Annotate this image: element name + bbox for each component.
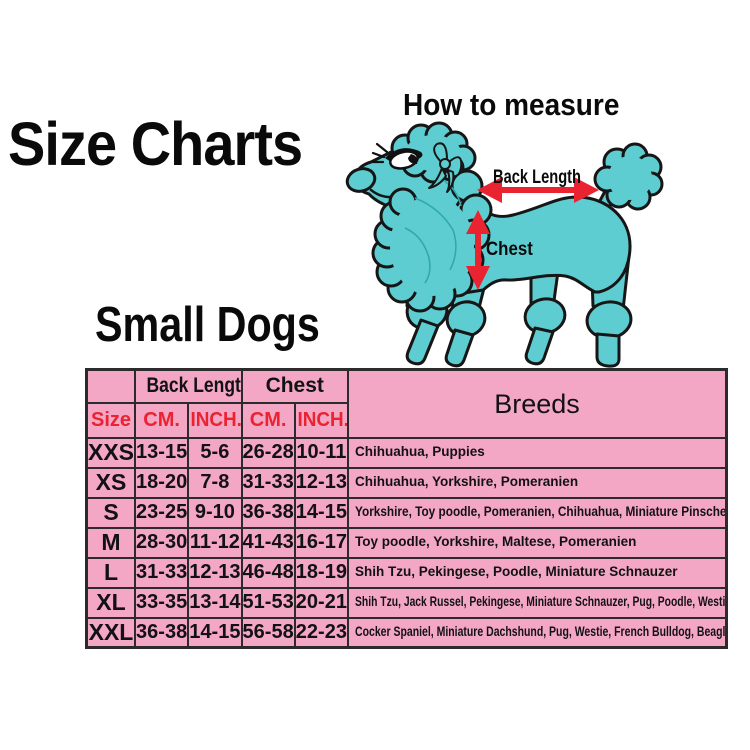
back-length-label: Back Length	[493, 168, 581, 188]
cell-size: S	[85, 496, 136, 529]
page-title-text: Size Charts	[8, 110, 303, 178]
cell-size: XXS	[85, 436, 136, 469]
header-back-length: Back Length	[134, 368, 243, 404]
cell-chest-cm: 56-58	[240, 616, 296, 649]
cell-breeds: Chihuahua, Yorkshire, Pomeranien	[347, 466, 728, 499]
cell-chest-cm: 26-28	[240, 436, 296, 469]
header-chest: Chest	[240, 368, 349, 404]
cell-back-inch: 12-13	[187, 556, 243, 589]
table-header-units: Size CM. INCH. CM. INCH.	[85, 401, 727, 439]
how-to-measure-title: How to measure	[403, 87, 620, 122]
cell-breeds: Cocker Spaniel, Miniature Dachshund, Pug…	[347, 616, 728, 649]
cell-chest-cm: 51-53	[240, 586, 296, 619]
table-row-xxs: XXS 13-15 5-6 26-28 10-11 Chihuahua, Pup…	[85, 436, 728, 469]
how-to-measure-text: How to measure	[403, 87, 620, 122]
poodle-mane	[371, 169, 493, 313]
small-dogs-title: Small Dogs	[95, 298, 320, 352]
cell-back-cm: 28-30	[133, 526, 190, 559]
cell-size: XXL	[85, 616, 136, 649]
cell-breeds: Shih Tzu, Jack Russel, Pekingese, Miniat…	[347, 586, 728, 619]
header-back-inch: INCH.	[187, 401, 243, 439]
cell-back-cm: 18-20	[133, 466, 190, 499]
measure-diagram	[345, 118, 735, 368]
header-chest-cm: CM.	[240, 401, 296, 439]
table-row-xl: XL 33-35 13-14 51-53 20-21 Shih Tzu, Jac…	[85, 586, 728, 619]
cell-back-inch: 7-8	[187, 466, 243, 499]
cell-back-cm: 33-35	[133, 586, 190, 619]
cell-chest-inch: 14-15	[293, 496, 350, 529]
cell-breeds: Shih Tzu, Pekingese, Poodle, Miniature S…	[347, 556, 728, 589]
cell-chest-inch: 18-19	[293, 556, 350, 589]
table-row-m: M 28-30 11-12 41-43 16-17 Toy poodle, Yo…	[85, 526, 728, 559]
cell-chest-inch: 16-17	[293, 526, 350, 559]
cell-chest-inch: 10-11	[293, 436, 350, 469]
small-dogs-text: Small Dogs	[95, 298, 320, 352]
chest-arrow	[466, 210, 490, 290]
header-breeds: Breeds	[347, 368, 728, 439]
cell-size: XL	[85, 586, 136, 619]
cell-chest-inch: 12-13	[293, 466, 350, 499]
header-size: Size	[85, 401, 136, 439]
chest-label-text: Chest	[486, 239, 533, 260]
size-table-container: Back Length Chest Breeds Size CM. INCH. …	[85, 368, 728, 649]
cell-chest-inch: 22-23	[293, 616, 350, 649]
table-row-s: S 23-25 9-10 36-38 14-15 Yorkshire, Toy …	[85, 496, 728, 529]
cell-back-cm: 13-15	[133, 436, 190, 469]
cell-back-cm: 36-38	[133, 616, 190, 649]
cell-chest-inch: 20-21	[293, 586, 350, 619]
poodle-bow	[428, 142, 463, 193]
header-back-cm: CM.	[133, 401, 190, 439]
cell-chest-cm: 31-33	[240, 466, 296, 499]
size-chart-table: Back Length Chest Breeds Size CM. INCH. …	[85, 368, 728, 649]
cell-back-cm: 31-33	[133, 556, 190, 589]
cell-back-inch: 9-10	[187, 496, 243, 529]
poodle-nose	[345, 167, 377, 193]
poodle-illustration	[345, 121, 664, 368]
cell-breeds: Toy poodle, Yorkshire, Maltese, Pomerani…	[347, 526, 728, 559]
back-length-arrow	[477, 177, 599, 203]
table-row-xs: XS 18-20 7-8 31-33 12-13 Chihuahua, York…	[85, 466, 728, 499]
cell-size: M	[85, 526, 136, 559]
cell-back-inch: 5-6	[187, 436, 243, 469]
cell-breeds: Chihuahua, Puppies	[347, 436, 728, 469]
poodle-eye	[371, 142, 423, 170]
chest-label: Chest	[486, 240, 533, 260]
cell-back-inch: 13-14	[187, 586, 243, 619]
header-size-spacer	[85, 368, 136, 404]
cell-chest-cm: 36-38	[240, 496, 296, 529]
page-title: Size Charts	[8, 110, 303, 178]
cell-size: XS	[85, 466, 136, 499]
cell-back-inch: 14-15	[187, 616, 243, 649]
table-row-l: L 31-33 12-13 46-48 18-19 Shih Tzu, Peki…	[85, 556, 728, 589]
cell-back-inch: 11-12	[187, 526, 243, 559]
measure-arrows	[466, 177, 599, 290]
poodle-tail	[591, 142, 664, 220]
cell-size: L	[85, 556, 136, 589]
back-length-label-text: Back Length	[493, 167, 582, 188]
header-chest-inch: INCH.	[293, 401, 350, 439]
table-header-groups: Back Length Chest Breeds	[85, 368, 728, 439]
cell-back-cm: 23-25	[133, 496, 190, 529]
cell-breeds: Yorkshire, Toy poodle, Pomeranien, Chihu…	[347, 496, 728, 529]
cell-chest-cm: 46-48	[240, 556, 296, 589]
cell-chest-cm: 41-43	[240, 526, 296, 559]
table-row-xxl: XXL 36-38 14-15 56-58 22-23 Cocker Spani…	[85, 616, 728, 649]
